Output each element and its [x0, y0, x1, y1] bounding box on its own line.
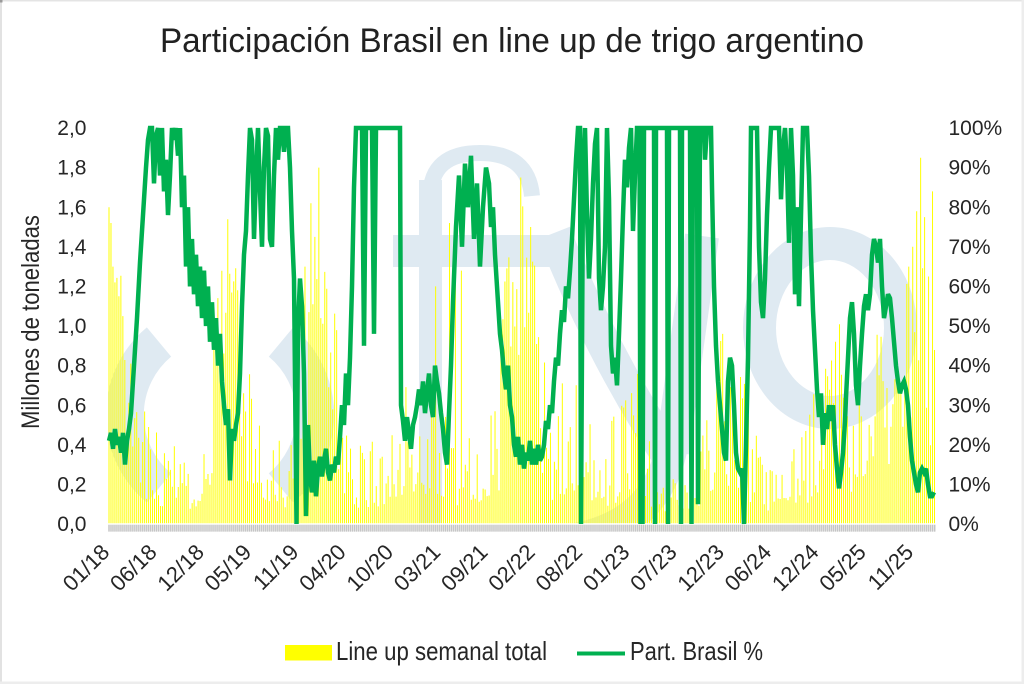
svg-text:1,6: 1,6 [57, 196, 86, 219]
svg-text:1,2: 1,2 [57, 276, 86, 299]
svg-text:0%: 0% [949, 513, 979, 536]
svg-text:1,0: 1,0 [57, 315, 86, 338]
svg-text:0,6: 0,6 [57, 394, 86, 417]
svg-text:0,4: 0,4 [57, 434, 87, 457]
svg-text:60%: 60% [949, 276, 991, 299]
svg-text:Line up semanal total: Line up semanal total [336, 636, 547, 666]
svg-text:20%: 20% [949, 434, 991, 457]
svg-text:70%: 70% [949, 236, 991, 259]
svg-text:80%: 80% [949, 196, 991, 219]
svg-text:90%: 90% [949, 157, 991, 180]
svg-text:1,8: 1,8 [57, 157, 86, 180]
svg-text:40%: 40% [949, 355, 991, 378]
svg-text:Part. Brasil %: Part. Brasil % [630, 636, 763, 666]
svg-text:0,2: 0,2 [57, 474, 86, 497]
svg-text:1,4: 1,4 [57, 236, 87, 259]
svg-text:0,8: 0,8 [57, 355, 86, 378]
svg-text:10%: 10% [949, 474, 991, 497]
svg-text:2,0: 2,0 [57, 117, 86, 140]
svg-text:100%: 100% [949, 117, 1003, 140]
svg-text:50%: 50% [949, 315, 991, 338]
svg-text:Participación Brasil en line u: Participación Brasil en line up de trigo… [160, 22, 864, 60]
svg-text:0,0: 0,0 [57, 513, 86, 536]
svg-text:Millones de toneladas: Millones de toneladas [17, 215, 45, 429]
svg-text:30%: 30% [949, 394, 991, 417]
